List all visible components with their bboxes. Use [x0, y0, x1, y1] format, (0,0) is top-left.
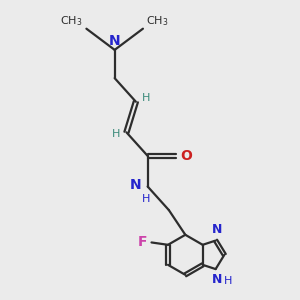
Text: N: N	[130, 178, 142, 192]
Text: O: O	[180, 149, 192, 163]
Text: N: N	[109, 34, 121, 47]
Text: H: H	[142, 194, 151, 204]
Text: CH$_3$: CH$_3$	[60, 14, 83, 28]
Text: H: H	[142, 93, 150, 103]
Text: F: F	[138, 236, 147, 250]
Text: CH$_3$: CH$_3$	[146, 14, 169, 28]
Text: N: N	[212, 223, 222, 236]
Text: N: N	[212, 273, 222, 286]
Text: H: H	[112, 128, 121, 139]
Text: H: H	[224, 276, 232, 286]
